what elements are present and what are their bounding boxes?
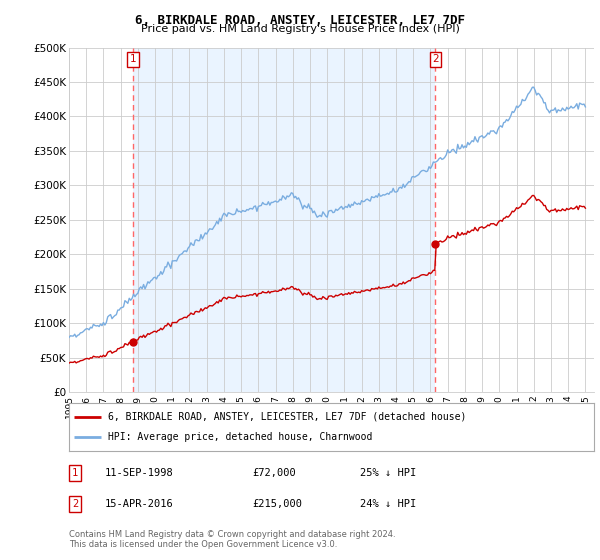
Text: 2: 2 [432,54,439,64]
Text: This data is licensed under the Open Government Licence v3.0.: This data is licensed under the Open Gov… [69,540,337,549]
Text: £215,000: £215,000 [252,499,302,509]
Text: 25% ↓ HPI: 25% ↓ HPI [360,468,416,478]
Text: HPI: Average price, detached house, Charnwood: HPI: Average price, detached house, Char… [109,432,373,442]
Text: 6, BIRKDALE ROAD, ANSTEY, LEICESTER, LE7 7DF: 6, BIRKDALE ROAD, ANSTEY, LEICESTER, LE7… [135,14,465,27]
Text: 1: 1 [130,54,136,64]
Text: 2: 2 [72,499,78,509]
Text: 15-APR-2016: 15-APR-2016 [105,499,174,509]
Text: 24% ↓ HPI: 24% ↓ HPI [360,499,416,509]
Text: Price paid vs. HM Land Registry's House Price Index (HPI): Price paid vs. HM Land Registry's House … [140,24,460,34]
Text: 1: 1 [72,468,78,478]
Bar [133,48,436,392]
Text: Contains HM Land Registry data © Crown copyright and database right 2024.: Contains HM Land Registry data © Crown c… [69,530,395,539]
Text: 6, BIRKDALE ROAD, ANSTEY, LEICESTER, LE7 7DF (detached house): 6, BIRKDALE ROAD, ANSTEY, LEICESTER, LE7… [109,412,467,422]
Text: 11-SEP-1998: 11-SEP-1998 [105,468,174,478]
Text: £72,000: £72,000 [252,468,296,478]
